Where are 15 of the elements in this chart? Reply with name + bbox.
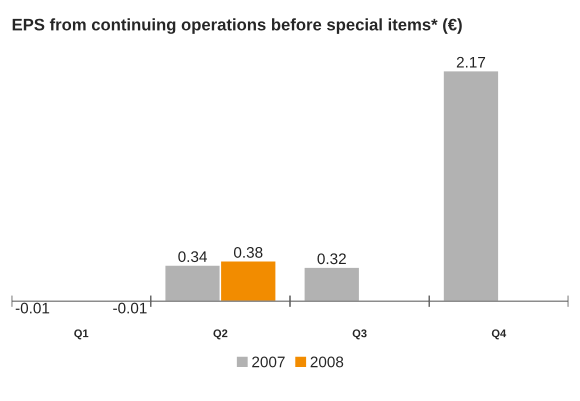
data-label: 0.34 <box>178 251 207 262</box>
data-label: 0.32 <box>317 253 346 264</box>
data-label: -0.01 <box>16 302 50 314</box>
bar <box>442 70 500 302</box>
bar <box>303 266 360 302</box>
x-tick-label: Q4 <box>492 329 506 340</box>
legend-label: 2008 <box>310 356 344 368</box>
x-tick-label: Q2 <box>213 329 228 340</box>
legend-label: 2007 <box>252 356 285 368</box>
data-label: 2.17 <box>456 56 486 68</box>
x-tick-label: Q1 <box>74 329 88 340</box>
data-label: 0.38 <box>234 247 262 258</box>
data-label: -0.01 <box>113 302 147 314</box>
x-tick-label: Q3 <box>352 329 367 340</box>
chart-title: EPS from continuing operations before special items* (€) <box>12 18 462 34</box>
